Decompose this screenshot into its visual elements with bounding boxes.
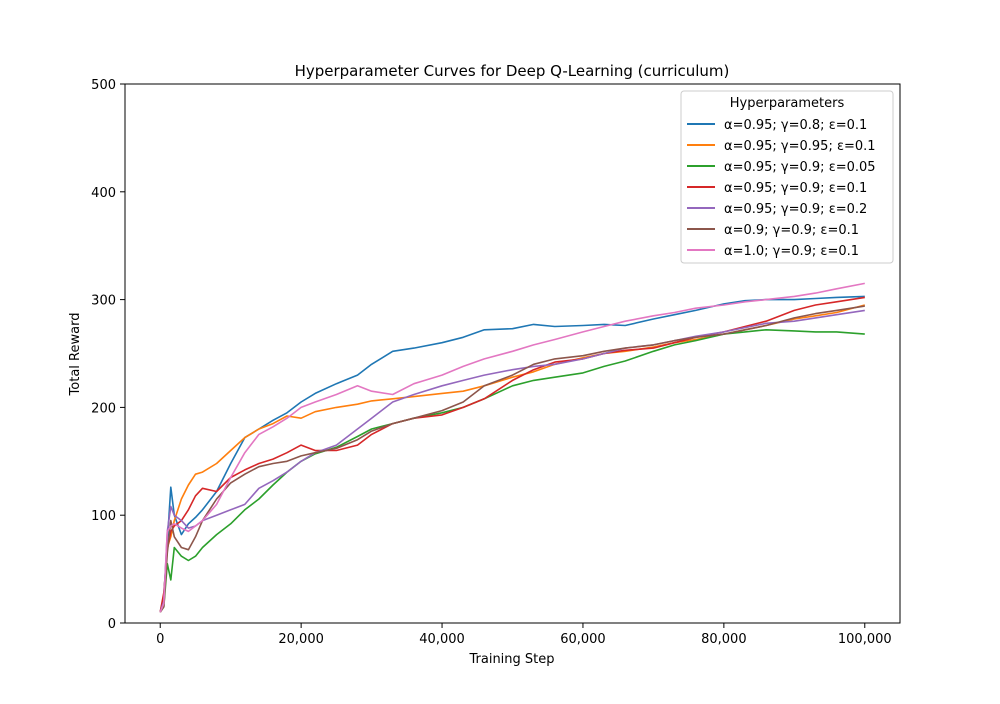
legend-label-1: α=0.95; γ=0.8; ε=0.1 [724, 118, 867, 133]
y-tick-label: 500 [91, 78, 116, 93]
y-tick-label: 300 [91, 294, 116, 309]
legend-label-3: α=0.95; γ=0.9; ε=0.05 [724, 160, 876, 175]
y-tick-label: 0 [108, 617, 116, 632]
legend-label-6: α=0.9; γ=0.9; ε=0.1 [724, 223, 859, 238]
series-layer [159, 282, 866, 613]
x-tick-label: 100,000 [838, 632, 892, 647]
x-tick-label: 60,000 [560, 632, 606, 647]
legend-items: α=0.95; γ=0.8; ε=0.1 α=0.95; γ=0.95; ε=0.… [687, 118, 876, 259]
series-line-5 [159, 309, 865, 613]
x-axis: 0 20,000 40,000 60,000 80,000 100,000 [156, 623, 892, 647]
plot-area-frame [124, 83, 901, 624]
legend-title: Hyperparameters [730, 96, 845, 111]
series-line-6 [159, 305, 865, 613]
legend-label-5: α=0.95; γ=0.9; ε=0.2 [724, 202, 867, 217]
y-axis: 0 100 200 300 400 500 [91, 78, 125, 632]
chart-title: Hyperparameter Curves for Deep Q-Learnin… [295, 62, 730, 80]
x-tick-label: 80,000 [701, 632, 747, 647]
y-tick-label: 100 [91, 509, 116, 524]
x-tick-label: 0 [156, 632, 164, 647]
legend: Hyperparameters α=0.95; γ=0.8; ε=0.1α=0.… [680, 90, 894, 264]
legend-label-2: α=0.95; γ=0.95; ε=0.1 [724, 139, 876, 154]
x-tick-label: 40,000 [419, 632, 465, 647]
x-tick-label: 20,000 [278, 632, 324, 647]
x-axis-label: Training Step [468, 652, 554, 667]
legend-label-4: α=0.95; γ=0.9; ε=0.1 [724, 181, 867, 196]
series-line-1 [159, 295, 865, 613]
series-line-7 [159, 282, 865, 613]
y-tick-label: 200 [91, 401, 116, 416]
legend-box [680, 90, 894, 264]
y-axis-label: Total Reward [68, 313, 83, 397]
legend-label-7: α=1.0; γ=0.9; ε=0.1 [724, 244, 859, 259]
y-tick-label: 400 [91, 186, 116, 201]
